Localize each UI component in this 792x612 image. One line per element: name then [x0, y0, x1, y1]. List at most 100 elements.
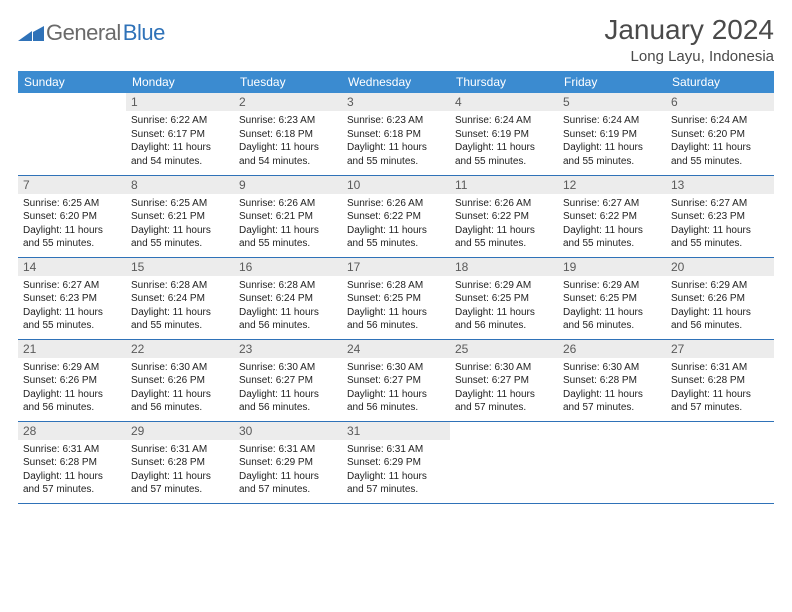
- daylight-text: Daylight: 11 hours and 57 minutes.: [23, 470, 121, 497]
- day-content: Sunrise: 6:29 AMSunset: 6:26 PMDaylight:…: [666, 276, 774, 336]
- day-content: Sunrise: 6:22 AMSunset: 6:17 PMDaylight:…: [126, 111, 234, 171]
- daylight-text: Daylight: 11 hours and 57 minutes.: [563, 388, 661, 415]
- sunrise-text: Sunrise: 6:25 AM: [131, 197, 229, 211]
- calendar-day-cell: 30Sunrise: 6:31 AMSunset: 6:29 PMDayligh…: [234, 421, 342, 503]
- sunset-text: Sunset: 6:26 PM: [671, 292, 769, 306]
- calendar-day-cell: 22Sunrise: 6:30 AMSunset: 6:26 PMDayligh…: [126, 339, 234, 421]
- day-number: 7: [18, 176, 126, 194]
- day-content: Sunrise: 6:31 AMSunset: 6:28 PMDaylight:…: [666, 358, 774, 418]
- sunset-text: Sunset: 6:23 PM: [671, 210, 769, 224]
- calendar-day-cell: 14Sunrise: 6:27 AMSunset: 6:23 PMDayligh…: [18, 257, 126, 339]
- daylight-text: Daylight: 11 hours and 56 minutes.: [455, 306, 553, 333]
- day-number: 31: [342, 422, 450, 440]
- day-content: Sunrise: 6:23 AMSunset: 6:18 PMDaylight:…: [234, 111, 342, 171]
- sunrise-text: Sunrise: 6:31 AM: [671, 361, 769, 375]
- day-number: 15: [126, 258, 234, 276]
- sunset-text: Sunset: 6:21 PM: [131, 210, 229, 224]
- sunset-text: Sunset: 6:26 PM: [23, 374, 121, 388]
- calendar-day-cell: 10Sunrise: 6:26 AMSunset: 6:22 PMDayligh…: [342, 175, 450, 257]
- calendar-day-cell: 9Sunrise: 6:26 AMSunset: 6:21 PMDaylight…: [234, 175, 342, 257]
- day-content: Sunrise: 6:26 AMSunset: 6:21 PMDaylight:…: [234, 194, 342, 254]
- weekday-header: Sunday: [18, 71, 126, 93]
- day-content: Sunrise: 6:27 AMSunset: 6:22 PMDaylight:…: [558, 194, 666, 254]
- day-content: Sunrise: 6:30 AMSunset: 6:27 PMDaylight:…: [234, 358, 342, 418]
- day-number: 21: [18, 340, 126, 358]
- daylight-text: Daylight: 11 hours and 56 minutes.: [563, 306, 661, 333]
- day-content: Sunrise: 6:26 AMSunset: 6:22 PMDaylight:…: [342, 194, 450, 254]
- sunset-text: Sunset: 6:18 PM: [347, 128, 445, 142]
- calendar-day-cell: 20Sunrise: 6:29 AMSunset: 6:26 PMDayligh…: [666, 257, 774, 339]
- daylight-text: Daylight: 11 hours and 57 minutes.: [239, 470, 337, 497]
- sunrise-text: Sunrise: 6:28 AM: [347, 279, 445, 293]
- sunset-text: Sunset: 6:27 PM: [239, 374, 337, 388]
- day-number: 30: [234, 422, 342, 440]
- weekday-header: Wednesday: [342, 71, 450, 93]
- sunrise-text: Sunrise: 6:30 AM: [455, 361, 553, 375]
- sunrise-text: Sunrise: 6:30 AM: [239, 361, 337, 375]
- day-content: Sunrise: 6:31 AMSunset: 6:28 PMDaylight:…: [126, 440, 234, 500]
- daylight-text: Daylight: 11 hours and 57 minutes.: [347, 470, 445, 497]
- day-number: 27: [666, 340, 774, 358]
- day-number: 22: [126, 340, 234, 358]
- calendar-day-cell: 24Sunrise: 6:30 AMSunset: 6:27 PMDayligh…: [342, 339, 450, 421]
- day-content: Sunrise: 6:31 AMSunset: 6:29 PMDaylight:…: [234, 440, 342, 500]
- daylight-text: Daylight: 11 hours and 55 minutes.: [23, 306, 121, 333]
- day-content: Sunrise: 6:24 AMSunset: 6:19 PMDaylight:…: [450, 111, 558, 171]
- calendar-day-cell: 7Sunrise: 6:25 AMSunset: 6:20 PMDaylight…: [18, 175, 126, 257]
- calendar-day-cell: ..: [558, 421, 666, 503]
- sunrise-text: Sunrise: 6:25 AM: [23, 197, 121, 211]
- sunrise-text: Sunrise: 6:27 AM: [671, 197, 769, 211]
- daylight-text: Daylight: 11 hours and 55 minutes.: [671, 141, 769, 168]
- daylight-text: Daylight: 11 hours and 57 minutes.: [131, 470, 229, 497]
- sunset-text: Sunset: 6:24 PM: [239, 292, 337, 306]
- day-content: Sunrise: 6:25 AMSunset: 6:20 PMDaylight:…: [18, 194, 126, 254]
- sunrise-text: Sunrise: 6:27 AM: [563, 197, 661, 211]
- sunset-text: Sunset: 6:28 PM: [671, 374, 769, 388]
- day-content: Sunrise: 6:25 AMSunset: 6:21 PMDaylight:…: [126, 194, 234, 254]
- sunset-text: Sunset: 6:29 PM: [239, 456, 337, 470]
- sunrise-text: Sunrise: 6:29 AM: [563, 279, 661, 293]
- sunset-text: Sunset: 6:28 PM: [131, 456, 229, 470]
- day-number: 24: [342, 340, 450, 358]
- daylight-text: Daylight: 11 hours and 54 minutes.: [239, 141, 337, 168]
- daylight-text: Daylight: 11 hours and 56 minutes.: [23, 388, 121, 415]
- day-content: Sunrise: 6:23 AMSunset: 6:18 PMDaylight:…: [342, 111, 450, 171]
- day-number: 8: [126, 176, 234, 194]
- calendar-day-cell: 2Sunrise: 6:23 AMSunset: 6:18 PMDaylight…: [234, 93, 342, 175]
- day-content: Sunrise: 6:28 AMSunset: 6:24 PMDaylight:…: [234, 276, 342, 336]
- calendar-day-cell: 12Sunrise: 6:27 AMSunset: 6:22 PMDayligh…: [558, 175, 666, 257]
- daylight-text: Daylight: 11 hours and 55 minutes.: [671, 224, 769, 251]
- calendar-table: Sunday Monday Tuesday Wednesday Thursday…: [18, 71, 774, 504]
- calendar-day-cell: 21Sunrise: 6:29 AMSunset: 6:26 PMDayligh…: [18, 339, 126, 421]
- calendar-day-cell: 19Sunrise: 6:29 AMSunset: 6:25 PMDayligh…: [558, 257, 666, 339]
- day-content: Sunrise: 6:29 AMSunset: 6:25 PMDaylight:…: [558, 276, 666, 336]
- calendar-day-cell: 6Sunrise: 6:24 AMSunset: 6:20 PMDaylight…: [666, 93, 774, 175]
- day-number: 19: [558, 258, 666, 276]
- day-number: 23: [234, 340, 342, 358]
- daylight-text: Daylight: 11 hours and 55 minutes.: [347, 141, 445, 168]
- logo-text-2: Blue: [123, 20, 165, 46]
- day-content: Sunrise: 6:26 AMSunset: 6:22 PMDaylight:…: [450, 194, 558, 254]
- sunrise-text: Sunrise: 6:22 AM: [131, 114, 229, 128]
- sunrise-text: Sunrise: 6:28 AM: [131, 279, 229, 293]
- daylight-text: Daylight: 11 hours and 56 minutes.: [131, 388, 229, 415]
- sunset-text: Sunset: 6:27 PM: [347, 374, 445, 388]
- day-number: 16: [234, 258, 342, 276]
- sunrise-text: Sunrise: 6:31 AM: [23, 443, 121, 457]
- day-number: 28: [18, 422, 126, 440]
- weekday-header-row: Sunday Monday Tuesday Wednesday Thursday…: [18, 71, 774, 93]
- sunset-text: Sunset: 6:25 PM: [455, 292, 553, 306]
- sunrise-text: Sunrise: 6:24 AM: [455, 114, 553, 128]
- day-number: 12: [558, 176, 666, 194]
- day-number: 11: [450, 176, 558, 194]
- sunrise-text: Sunrise: 6:26 AM: [347, 197, 445, 211]
- day-content: Sunrise: 6:28 AMSunset: 6:24 PMDaylight:…: [126, 276, 234, 336]
- day-number: 26: [558, 340, 666, 358]
- sunset-text: Sunset: 6:22 PM: [563, 210, 661, 224]
- sunset-text: Sunset: 6:29 PM: [347, 456, 445, 470]
- day-number: 3: [342, 93, 450, 111]
- sunset-text: Sunset: 6:17 PM: [131, 128, 229, 142]
- daylight-text: Daylight: 11 hours and 54 minutes.: [131, 141, 229, 168]
- calendar-week-row: 7Sunrise: 6:25 AMSunset: 6:20 PMDaylight…: [18, 175, 774, 257]
- calendar-day-cell: 26Sunrise: 6:30 AMSunset: 6:28 PMDayligh…: [558, 339, 666, 421]
